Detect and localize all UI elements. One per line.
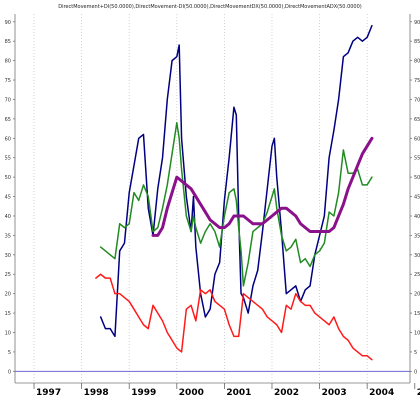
x-tick-label-2001: 2001 bbox=[226, 388, 251, 398]
left-tick-label-15: 15 bbox=[5, 311, 11, 317]
right-tick-label-75: 75 bbox=[414, 78, 420, 84]
series-line-2 bbox=[99, 122, 373, 287]
right-tick-label-80: 80 bbox=[414, 59, 420, 65]
left-tick-label-80: 80 bbox=[5, 59, 11, 65]
right-tick-label-20: 20 bbox=[414, 292, 420, 298]
x-tick-label-1999: 1999 bbox=[131, 388, 156, 398]
right-tick-label-40: 40 bbox=[414, 214, 420, 220]
right-tick-label-5: 5 bbox=[414, 350, 417, 356]
series-line-4 bbox=[151, 136, 374, 237]
x-axis: 1997 1998 1999 2000 2001 2002 2003 2004 200 bbox=[33, 383, 420, 398]
right-tick-label-0: 0 bbox=[414, 369, 417, 375]
left-tick-label-90: 90 bbox=[5, 20, 11, 26]
left-tick-label-65: 65 bbox=[5, 117, 11, 123]
series-line-3 bbox=[95, 273, 373, 361]
plot-frame bbox=[14, 14, 411, 384]
left-tick-label-0: 0 bbox=[8, 369, 11, 375]
right-tick-label-25: 25 bbox=[414, 272, 420, 278]
right-tick-label-60: 60 bbox=[414, 136, 420, 142]
right-tick-label-15: 15 bbox=[414, 311, 420, 317]
x-tick-label-1997: 1997 bbox=[36, 388, 61, 398]
x-tick-label-2002: 2002 bbox=[274, 388, 299, 398]
left-tick-label-75: 75 bbox=[5, 78, 11, 84]
x-tick-label-1998: 1998 bbox=[84, 388, 109, 398]
left-tick-label-20: 20 bbox=[5, 292, 11, 298]
x-tick-label-2004: 2004 bbox=[369, 388, 394, 398]
right-tick-label-90: 90 bbox=[414, 20, 420, 26]
x-tick-label-2000: 2000 bbox=[179, 388, 204, 398]
series-layer bbox=[95, 24, 374, 361]
left-tick-label-85: 85 bbox=[5, 39, 11, 45]
left-tick-label-70: 70 bbox=[5, 97, 11, 103]
left-tick-label-30: 30 bbox=[5, 253, 11, 259]
right-tick-label-55: 55 bbox=[414, 156, 420, 162]
chart-title: DirectMovement+DI(50.0000),DirectMovemen… bbox=[58, 4, 362, 10]
right-tick-label-35: 35 bbox=[414, 233, 420, 239]
left-y-axis: 0 5 10 15 20 25 30 35 40 45 50 55 60 65 70 75 80 85 90 bbox=[5, 20, 15, 375]
right-y-axis: 0 5 10 15 20 25 30 35 40 45 50 55 60 65 70 75 80 85 90 bbox=[410, 20, 420, 375]
x-tick-label-2003: 2003 bbox=[322, 388, 347, 398]
left-tick-label-40: 40 bbox=[5, 214, 11, 220]
right-tick-label-70: 70 bbox=[414, 97, 420, 103]
left-tick-label-10: 10 bbox=[5, 331, 11, 337]
left-tick-label-25: 25 bbox=[5, 272, 11, 278]
left-tick-label-55: 55 bbox=[5, 156, 11, 162]
right-tick-label-30: 30 bbox=[414, 253, 420, 259]
left-tick-label-50: 50 bbox=[5, 175, 11, 181]
left-tick-label-5: 5 bbox=[8, 350, 11, 356]
right-tick-label-45: 45 bbox=[414, 195, 420, 201]
right-tick-label-50: 50 bbox=[414, 175, 420, 181]
x-tick-label-2005: 200 bbox=[417, 388, 420, 398]
right-tick-label-10: 10 bbox=[414, 331, 420, 337]
right-tick-label-85: 85 bbox=[414, 39, 420, 45]
left-tick-label-45: 45 bbox=[5, 195, 11, 201]
left-tick-label-60: 60 bbox=[5, 136, 11, 142]
series-line-1 bbox=[99, 24, 373, 338]
right-tick-label-65: 65 bbox=[414, 117, 420, 123]
left-tick-label-35: 35 bbox=[5, 233, 11, 239]
